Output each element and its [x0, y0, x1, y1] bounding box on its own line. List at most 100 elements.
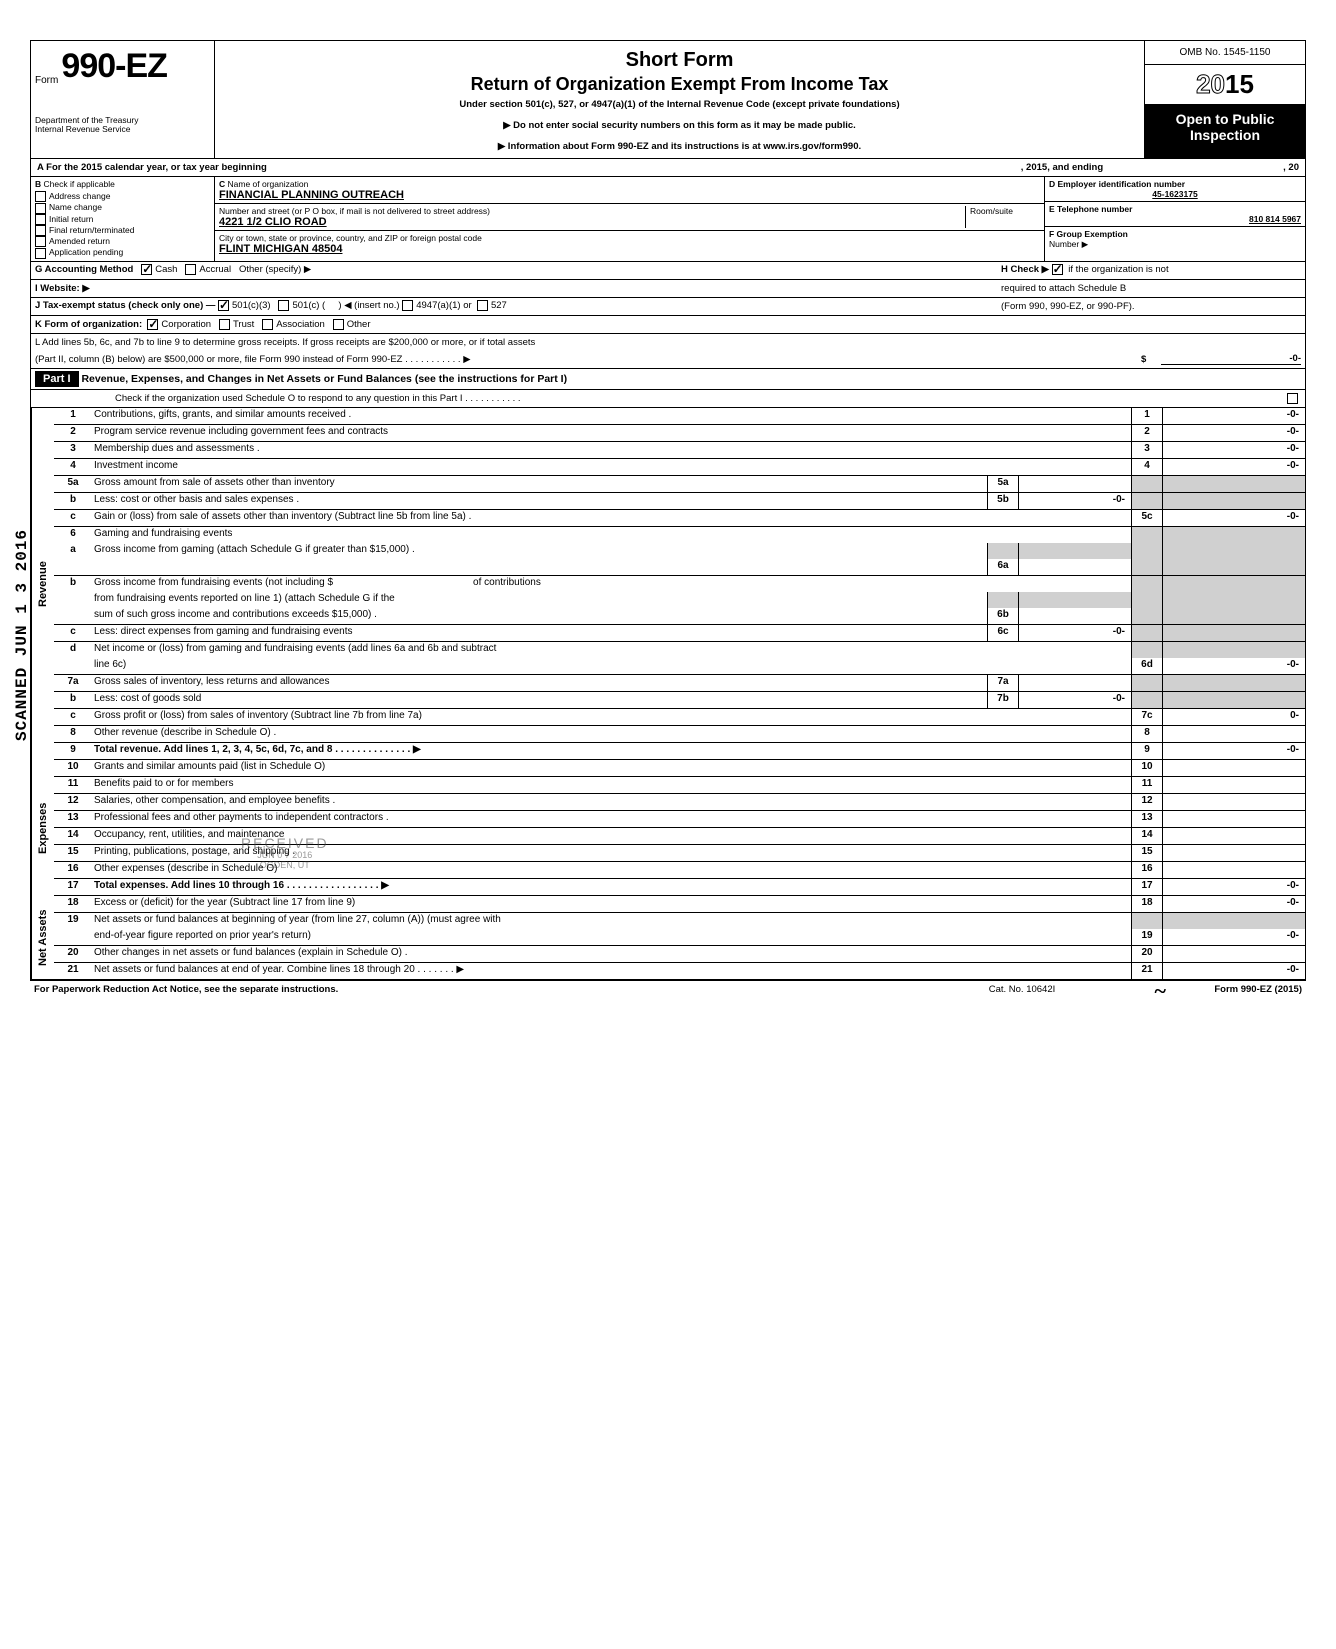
col-def: D Employer identification number 45-1623…: [1045, 177, 1305, 261]
revenue-label: Revenue: [31, 408, 54, 760]
cb-cash[interactable]: [141, 264, 152, 275]
phone-value: 810 814 5967: [1049, 214, 1301, 224]
cb-4947[interactable]: [402, 300, 413, 311]
omb-cell: OMB No. 1545-1150 20201515 Open to Publi…: [1145, 41, 1305, 158]
form-number-cell: Form 990-EZ Department of the Treasury I…: [31, 41, 215, 158]
cb-name-change[interactable]: Name change: [35, 202, 210, 213]
line-i: I Website: ▶ required to attach Schedule…: [31, 280, 1305, 298]
expenses-label: Expenses: [31, 760, 54, 896]
f-label2: Number ▶: [1049, 239, 1088, 249]
form-number: 990-EZ: [61, 47, 167, 85]
line-k: K Form of organization: Corporation Trus…: [31, 316, 1305, 334]
h-text2: if the organization is not: [1068, 265, 1168, 276]
cb-application-pending[interactable]: Application pending: [35, 247, 210, 258]
city-value: FLINT MICHIGAN 48504: [219, 243, 342, 255]
arrow-line-1: ▶ Do not enter social security numbers o…: [223, 120, 1136, 131]
h-text3: required to attach Schedule B: [1001, 283, 1126, 294]
col-b: B Check if applicable Address change Nam…: [31, 177, 215, 261]
return-title: Return of Organization Exempt From Incom…: [223, 74, 1136, 95]
l-text2: (Part II, column (B) below) are $500,000…: [35, 354, 1141, 365]
cb-501c[interactable]: [278, 300, 289, 311]
g-label: G Accounting Method: [35, 265, 133, 276]
line-a-left: A For the 2015 calendar year, or tax yea…: [37, 162, 267, 173]
d-label: D Employer identification number: [1049, 179, 1185, 189]
col-c: C Name of organization FINANCIAL PLANNIN…: [215, 177, 1045, 261]
c-name-row: C Name of organization FINANCIAL PLANNIN…: [215, 177, 1044, 204]
part1-check-text: Check if the organization used Schedule …: [35, 393, 521, 404]
cb-amended-return[interactable]: Amended return: [35, 236, 210, 247]
open-public-l2: Inspection: [1147, 127, 1303, 143]
tax-year: 20201515: [1145, 65, 1305, 105]
short-form-title: Short Form: [223, 49, 1136, 72]
signature-mark: ~: [1155, 978, 1166, 1004]
cb-527[interactable]: [477, 300, 488, 311]
l-text1: L Add lines 5b, 6c, and 7b to line 9 to …: [35, 337, 535, 348]
subtitle: Under section 501(c), 527, or 4947(a)(1)…: [223, 99, 1136, 110]
cb-trust[interactable]: [219, 319, 230, 330]
part1-check-line: Check if the organization used Schedule …: [31, 390, 1305, 408]
f-label: F Group Exemption: [1049, 229, 1128, 239]
street-label: Number and street (or P O box, if mail i…: [219, 206, 490, 216]
h-text4: (Form 990, 990-EZ, or 990-PF).: [1001, 301, 1135, 312]
dept-line2: Internal Revenue Service: [35, 125, 210, 134]
cb-initial-return[interactable]: Initial return: [35, 214, 210, 225]
part1-header: Part I Revenue, Expenses, and Changes in…: [31, 369, 1305, 390]
line-a-mid: , 2015, and ending: [1021, 162, 1103, 173]
city-label: City or town, state or province, country…: [219, 233, 482, 243]
cb-association[interactable]: [262, 319, 273, 330]
d-ein-row: D Employer identification number 45-1623…: [1045, 177, 1305, 202]
cb-schedule-o[interactable]: [1287, 393, 1298, 404]
cb-accrual[interactable]: [185, 264, 196, 275]
line-j: J Tax-exempt status (check only one) — 5…: [31, 298, 1305, 316]
c-city-row: City or town, state or province, country…: [215, 231, 1044, 257]
form-prefix: Form: [35, 75, 58, 86]
cb-501c3[interactable]: [218, 300, 229, 311]
c-label: C: [219, 179, 225, 189]
room-label: Room/suite: [970, 206, 1013, 216]
part1-title: Revenue, Expenses, and Changes in Net As…: [81, 373, 567, 385]
omb-number: OMB No. 1545-1150: [1145, 41, 1305, 65]
revenue-section: Revenue 1Contributions, gifts, grants, a…: [31, 408, 1305, 760]
b-check-label: Check if applicable: [44, 179, 115, 189]
title-cell: Short Form Return of Organization Exempt…: [215, 41, 1145, 158]
cb-final-return[interactable]: Final return/terminated: [35, 225, 210, 236]
line-l-2: (Part II, column (B) below) are $500,000…: [31, 351, 1305, 369]
k-label: K Form of organization:: [35, 319, 142, 330]
c-name-label: Name of organization: [228, 179, 309, 189]
cb-other-org[interactable]: [333, 319, 344, 330]
header-row: Form 990-EZ Department of the Treasury I…: [31, 41, 1305, 159]
line-a: A For the 2015 calendar year, or tax yea…: [31, 159, 1305, 177]
open-public-badge: Open to Public Inspection: [1145, 105, 1305, 158]
e-phone-row: E Telephone number 810 814 5967: [1045, 202, 1305, 227]
line-g-h: G Accounting Method Cash Accrual Other (…: [31, 262, 1305, 280]
b-label: B: [35, 179, 41, 189]
dept-text: Department of the Treasury Internal Reve…: [35, 116, 210, 135]
net-assets-section: Net Assets 18Excess or (deficit) for the…: [31, 896, 1305, 980]
h-text1: H Check ▶: [1001, 265, 1049, 276]
line-l-1: L Add lines 5b, 6c, and 7b to line 9 to …: [31, 334, 1305, 351]
part1-label: Part I: [35, 371, 79, 387]
scanned-stamp: SCANNED JUN 1 3 2016: [13, 529, 31, 741]
l-value: -0-: [1161, 353, 1301, 365]
footer-form: Form 990-EZ (2015): [1122, 984, 1302, 995]
org-name: FINANCIAL PLANNING OUTREACH: [219, 189, 404, 201]
j-label: J Tax-exempt status (check only one) —: [35, 301, 215, 312]
form-990ez: Form 990-EZ Department of the Treasury I…: [30, 40, 1306, 981]
cb-corporation[interactable]: [147, 319, 158, 330]
open-public-l1: Open to Public: [1147, 111, 1303, 127]
arrow-line-2: ▶ Information about Form 990-EZ and its …: [223, 141, 1136, 152]
footer: For Paperwork Reduction Act Notice, see …: [30, 981, 1306, 998]
cb-schedule-b[interactable]: [1052, 264, 1063, 275]
footer-cat: Cat. No. 10642I: [922, 984, 1122, 995]
ein-value: 45-1623175: [1049, 189, 1301, 199]
net-assets-label: Net Assets: [31, 896, 54, 979]
l-dollar: $: [1141, 354, 1161, 365]
footer-left: For Paperwork Reduction Act Notice, see …: [34, 984, 922, 995]
line-a-right: , 20: [1283, 162, 1299, 173]
c-street-row: Number and street (or P O box, if mail i…: [215, 204, 1044, 231]
cb-address-change[interactable]: Address change: [35, 191, 210, 202]
section-bcdef: B Check if applicable Address change Nam…: [31, 177, 1305, 262]
f-group-row: F Group Exemption Number ▶: [1045, 227, 1305, 252]
e-label: E Telephone number: [1049, 204, 1132, 214]
i-label: I Website: ▶: [35, 283, 90, 294]
